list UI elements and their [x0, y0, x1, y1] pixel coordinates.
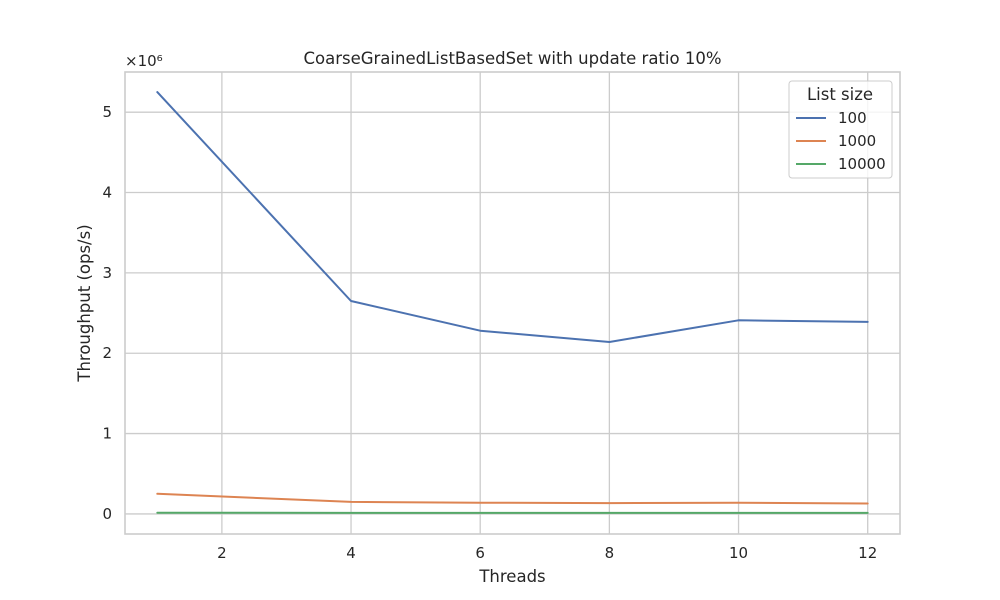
legend-label-1000: 1000: [838, 132, 876, 150]
grid: [125, 72, 900, 534]
x-tick-label: 4: [346, 544, 356, 562]
x-tick-label: 12: [858, 544, 877, 562]
legend: List size 100 1000 10000: [788, 80, 893, 179]
y-scale-factor: ×10⁶: [125, 52, 163, 70]
plot-frame: [124, 71, 901, 535]
legend-title: List size: [807, 85, 873, 104]
legend-entries: 100 1000 10000: [796, 109, 886, 173]
legend-label-100: 100: [838, 109, 867, 127]
y-tick-label: 3: [102, 264, 112, 282]
series-lines: [156, 91, 869, 514]
y-axis-label: Throughput (ops/s): [75, 224, 94, 382]
series-line-100: [156, 91, 869, 343]
y-tick-label: 0: [102, 505, 112, 523]
x-tick-label: 6: [475, 544, 485, 562]
y-tick-label: 1: [102, 425, 112, 443]
legend-box: [788, 80, 893, 179]
y-tick-label: 5: [102, 103, 112, 121]
x-axis-label: Threads: [478, 567, 545, 586]
chart-title: CoarseGrainedListBasedSet with update ra…: [303, 49, 721, 68]
x-tick-label: 2: [217, 544, 227, 562]
x-tick-label: 10: [729, 544, 748, 562]
y-tick-label: 2: [102, 344, 112, 362]
series-line-1000: [156, 492, 869, 505]
legend-label-10000: 10000: [838, 155, 886, 173]
y-tick-label: 4: [102, 184, 112, 202]
x-tick-label: 8: [605, 544, 615, 562]
